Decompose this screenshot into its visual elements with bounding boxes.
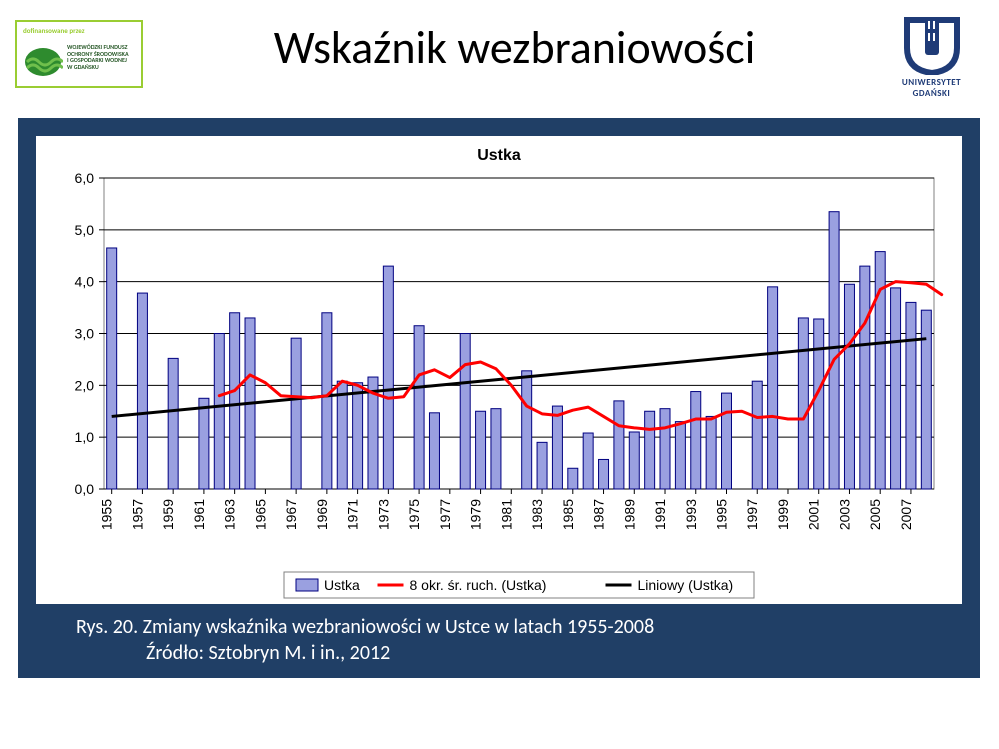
svg-text:2005: 2005 bbox=[867, 499, 883, 530]
university-name: UNIWERSYTET GDAŃSKI bbox=[884, 77, 979, 99]
shield-icon bbox=[23, 44, 63, 80]
svg-text:1969: 1969 bbox=[314, 499, 330, 530]
caption-line-1: Rys. 20. Zmiany wskaźnika wezbraniowości… bbox=[76, 614, 962, 640]
svg-text:2,0: 2,0 bbox=[75, 377, 95, 393]
svg-text:1959: 1959 bbox=[160, 499, 176, 530]
svg-text:1985: 1985 bbox=[560, 499, 576, 530]
svg-text:1989: 1989 bbox=[621, 499, 637, 530]
svg-text:1963: 1963 bbox=[222, 499, 238, 530]
svg-text:1983: 1983 bbox=[529, 499, 545, 530]
university-logo: UNIWERSYTET GDAŃSKI bbox=[884, 15, 979, 99]
svg-text:1987: 1987 bbox=[591, 499, 607, 530]
svg-text:1991: 1991 bbox=[652, 499, 668, 530]
svg-text:6,0: 6,0 bbox=[75, 170, 95, 186]
svg-text:3,0: 3,0 bbox=[75, 326, 95, 342]
svg-text:1965: 1965 bbox=[252, 499, 268, 530]
svg-text:1971: 1971 bbox=[345, 499, 361, 530]
chart-box: Ustka 0,0 1,0 2,0 3,0 4,0 5,0 6,0 1955 1957 1959 19… bbox=[36, 136, 962, 604]
svg-text:1979: 1979 bbox=[468, 499, 484, 530]
svg-text:1995: 1995 bbox=[714, 499, 730, 530]
svg-text:1967: 1967 bbox=[283, 499, 299, 530]
figure-caption: Rys. 20. Zmiany wskaźnika wezbraniowości… bbox=[36, 614, 962, 666]
chart-frame: Ustka 0,0 1,0 2,0 3,0 4,0 5,0 6,0 1955 1957 1959 19… bbox=[18, 118, 980, 678]
sponsor-text: dofinansowane przez bbox=[23, 26, 135, 35]
chart-svg: Ustka 0,0 1,0 2,0 3,0 4,0 5,0 6,0 1955 1957 1959 19… bbox=[36, 136, 962, 604]
svg-text:1957: 1957 bbox=[129, 499, 145, 530]
svg-text:2001: 2001 bbox=[806, 499, 822, 530]
svg-text:5,0: 5,0 bbox=[75, 222, 95, 238]
slide-title: Wskaźnik wezbraniowości bbox=[170, 20, 859, 76]
svg-text:0,0: 0,0 bbox=[75, 481, 95, 497]
svg-text:1975: 1975 bbox=[406, 499, 422, 530]
sponsor-logo: dofinansowane przez WOJEWÓDZKI FUNDUSZ O… bbox=[15, 20, 143, 88]
svg-text:Ustka: Ustka bbox=[324, 577, 360, 593]
svg-text:1981: 1981 bbox=[498, 499, 514, 530]
svg-text:1,0: 1,0 bbox=[75, 429, 95, 445]
svg-text:2003: 2003 bbox=[836, 499, 852, 530]
svg-text:2007: 2007 bbox=[898, 499, 914, 530]
svg-text:1997: 1997 bbox=[744, 499, 760, 530]
svg-text:8 okr. śr. ruch. (Ustka): 8 okr. śr. ruch. (Ustka) bbox=[410, 577, 547, 593]
svg-text:1973: 1973 bbox=[375, 499, 391, 530]
svg-text:Liniowy (Ustka): Liniowy (Ustka) bbox=[638, 577, 734, 593]
svg-text:Ustka: Ustka bbox=[477, 147, 521, 164]
svg-text:1999: 1999 bbox=[775, 499, 791, 530]
svg-text:1955: 1955 bbox=[99, 499, 115, 530]
svg-text:1977: 1977 bbox=[437, 499, 453, 530]
caption-line-2: Źródło: Sztobryn M. i in., 2012 bbox=[76, 640, 962, 666]
svg-text:1993: 1993 bbox=[683, 499, 699, 530]
svg-text:4,0: 4,0 bbox=[75, 274, 95, 290]
sponsor-org: WOJEWÓDZKI FUNDUSZ OCHRONY ŚRODOWISKA I … bbox=[67, 44, 129, 70]
ug-shield-icon bbox=[897, 15, 967, 75]
svg-text:1961: 1961 bbox=[191, 499, 207, 530]
